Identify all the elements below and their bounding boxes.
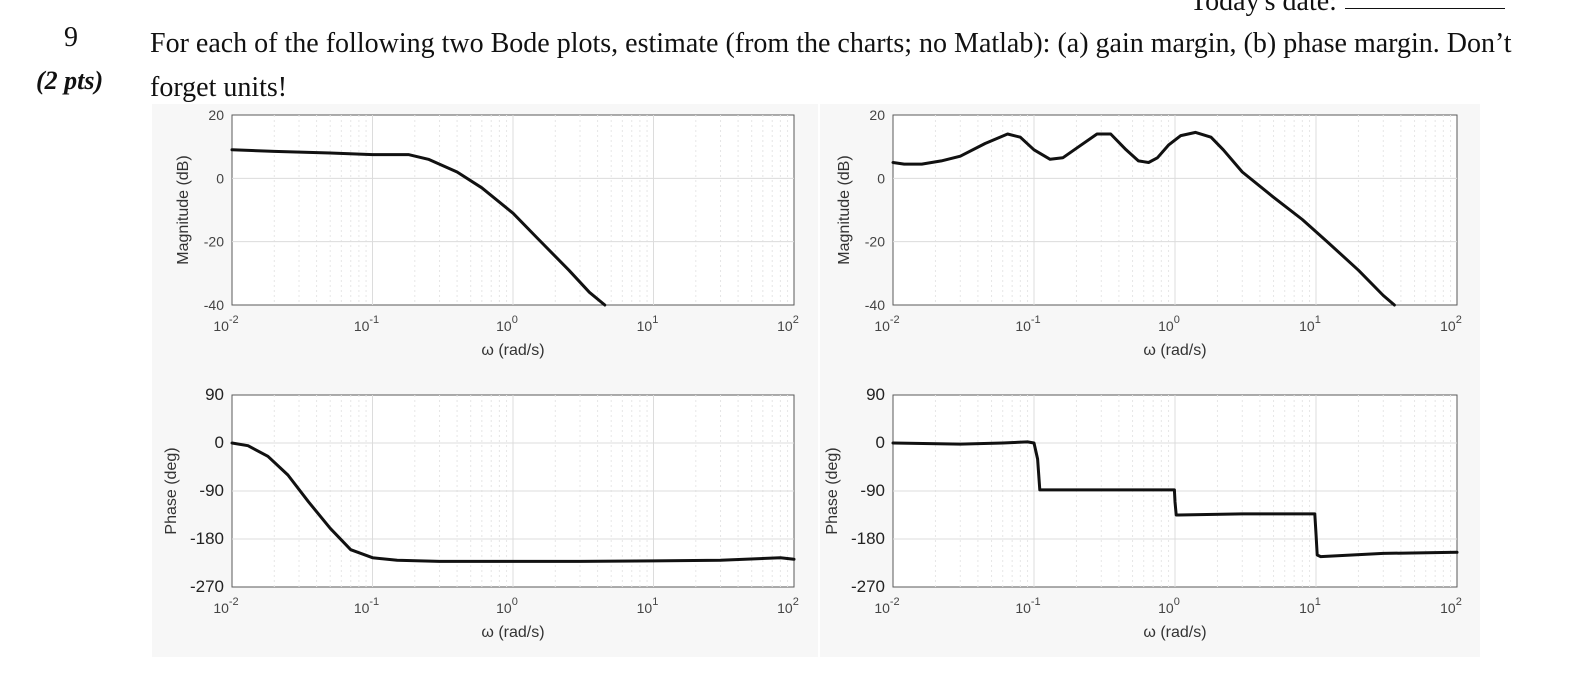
x-axis-label: ω (rad/s) bbox=[1143, 624, 1206, 641]
y-tick-label: -40 bbox=[865, 297, 885, 313]
y-tick-label: 90 bbox=[866, 385, 885, 404]
y-tick-label: -180 bbox=[851, 529, 885, 548]
y-tick-label: 0 bbox=[876, 433, 885, 452]
x-tick-exponent: 1 bbox=[652, 314, 658, 326]
x-axis-label: ω (rad/s) bbox=[481, 624, 544, 641]
y-axis-label: Magnitude (dB) bbox=[836, 155, 853, 264]
y-tick-label: 0 bbox=[215, 433, 224, 452]
series-line bbox=[230, 148, 607, 307]
question-text: For each of the following two Bode plots… bbox=[150, 28, 1512, 103]
y-tick-label: 0 bbox=[877, 170, 885, 186]
x-tick-exponent: 1 bbox=[652, 596, 658, 608]
series-line bbox=[891, 130, 1396, 307]
y-tick-label: -270 bbox=[851, 577, 885, 596]
x-tick-exponent: -2 bbox=[229, 596, 239, 608]
y-axis-label: Magnitude (dB) bbox=[175, 155, 192, 264]
y-tick-label: 20 bbox=[869, 107, 885, 123]
date-label: Today's date: bbox=[1190, 0, 1505, 18]
y-tick-label: -40 bbox=[204, 297, 224, 313]
y-tick-label: 20 bbox=[208, 107, 224, 123]
question-number: 9 bbox=[64, 22, 78, 53]
x-tick-exponent: 0 bbox=[1174, 596, 1180, 608]
x-tick-exponent: -1 bbox=[1031, 314, 1041, 326]
x-tick-exponent: -2 bbox=[229, 314, 239, 326]
y-tick-label: -180 bbox=[190, 529, 224, 548]
x-tick-exponent: 2 bbox=[793, 596, 799, 608]
x-tick-exponent: -2 bbox=[890, 314, 900, 326]
x-tick-exponent: 0 bbox=[512, 596, 518, 608]
x-tick-exponent: 2 bbox=[1456, 596, 1462, 608]
y-tick-label: -20 bbox=[865, 234, 885, 250]
y-tick-label: -20 bbox=[204, 234, 224, 250]
x-tick-exponent: 1 bbox=[1315, 596, 1321, 608]
date-blank-line bbox=[1344, 0, 1505, 9]
series-line bbox=[230, 441, 796, 563]
y-tick-label: -90 bbox=[860, 481, 885, 500]
x-tick-exponent: -1 bbox=[369, 314, 379, 326]
x-tick-exponent: 2 bbox=[793, 314, 799, 326]
y-tick-label: 0 bbox=[216, 170, 224, 186]
question-points: (2 pts) bbox=[36, 66, 104, 95]
y-axis-label: Phase (deg) bbox=[163, 447, 180, 534]
x-tick-exponent: -1 bbox=[1031, 596, 1041, 608]
x-axis-label: ω (rad/s) bbox=[1143, 342, 1206, 359]
x-tick-exponent: 1 bbox=[1315, 314, 1321, 326]
y-tick-label: 90 bbox=[205, 385, 224, 404]
x-tick-exponent: -1 bbox=[369, 596, 379, 608]
x-tick-exponent: -2 bbox=[890, 596, 900, 608]
y-tick-label: -270 bbox=[190, 577, 224, 596]
series-line bbox=[891, 440, 1459, 559]
x-axis-label: ω (rad/s) bbox=[481, 342, 544, 359]
x-tick-exponent: 2 bbox=[1456, 314, 1462, 326]
x-tick-exponent: 0 bbox=[512, 314, 518, 326]
y-axis-label: Phase (deg) bbox=[824, 447, 841, 534]
x-tick-exponent: 0 bbox=[1174, 314, 1180, 326]
y-tick-label: -90 bbox=[199, 481, 224, 500]
